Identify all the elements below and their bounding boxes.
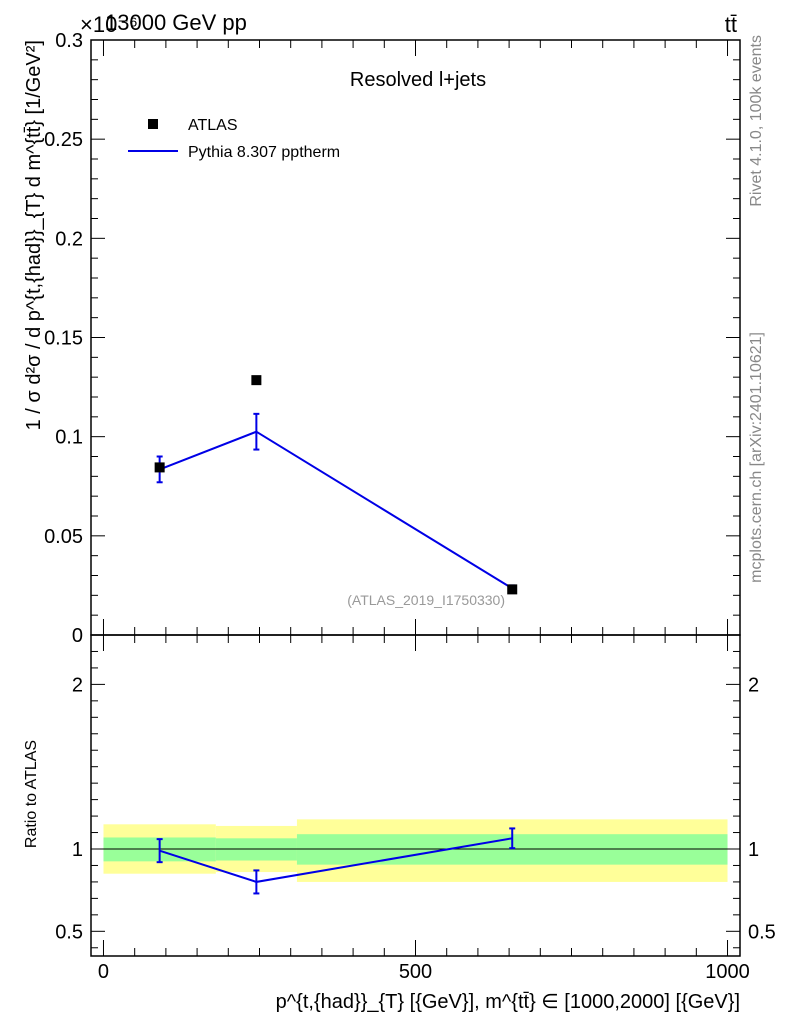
ratio-y-tick-label: 1 bbox=[72, 839, 83, 861]
ratio-y-axis-label: Ratio to ATLAS bbox=[23, 740, 40, 848]
atlas-data-point bbox=[251, 375, 262, 386]
ratio-y-tick-label-right: 1 bbox=[748, 839, 759, 861]
mcplots-label: mcplots.cern.ch [arXiv:2401.10621] bbox=[748, 332, 765, 583]
main-y-tick-label: 0.2 bbox=[55, 228, 83, 250]
ratio-frame bbox=[90, 634, 741, 957]
x-tick-label: 500 bbox=[399, 961, 432, 983]
ratio-y-tick-label: 0.5 bbox=[55, 921, 83, 943]
ratio-y-axis: 0.5 0.5 1 1 2 2 bbox=[55, 650, 776, 949]
ratio-panel: 0.5 0.5 1 1 2 2 0 500 1000 Ratio to ATLAS p^{t,… bbox=[23, 634, 776, 1013]
ratio-y-tick-label: 2 bbox=[72, 674, 83, 696]
main-panel: Resolved l+jets (ATLAS_2019_I1750330) 00… bbox=[23, 30, 741, 647]
legend-label-pythia: Pythia 8.307 pptherm bbox=[188, 144, 340, 161]
main-y-axis-label: 1 / σ d²σ / d p^{t,{had}}_{T} d m^{tt̄} … bbox=[23, 40, 45, 430]
ratio-bands bbox=[103, 819, 728, 882]
main-y-tick-label: 0.15 bbox=[44, 328, 83, 350]
x-tick-label: 1000 bbox=[705, 961, 750, 983]
ratio-y-tick-label-right: 2 bbox=[748, 674, 759, 696]
main-y-axis: 0 0.05 0.1 0.15 0.2 0.25 0.3 bbox=[44, 30, 740, 647]
x-axis-label: p^{t,{had}}_{T} [{GeV}], m^{tt̄} ∈ [1000… bbox=[276, 991, 740, 1013]
main-y-tick-label: 0.25 bbox=[44, 129, 83, 151]
atlas-data-point bbox=[507, 584, 518, 595]
ratio-x-axis: 0 500 1000 bbox=[98, 635, 750, 983]
main-y-tick-label: 0 bbox=[72, 625, 83, 647]
exponent-label: ×10⁻⁶ bbox=[80, 12, 138, 37]
main-y-tick-label: 0.1 bbox=[55, 427, 83, 449]
main-title: Resolved l+jets bbox=[350, 69, 486, 91]
legend-marker-atlas bbox=[148, 119, 158, 129]
process-label: tt̄ bbox=[725, 12, 737, 37]
atlas-data-point bbox=[154, 462, 165, 473]
rivet-label: Rivet 4.1.0, 100k events bbox=[748, 35, 765, 207]
energy-label: 13000 GeV pp bbox=[105, 10, 247, 35]
pythia-line bbox=[159, 430, 513, 590]
x-tick-label: 0 bbox=[98, 961, 109, 983]
ratio-y-tick-label-right: 0.5 bbox=[748, 921, 776, 943]
analysis-label: (ATLAS_2019_I1750330) bbox=[347, 592, 505, 608]
main-y-tick-label: 0.3 bbox=[55, 30, 83, 52]
main-x-ticks bbox=[102, 40, 729, 635]
legend: ATLAS Pythia 8.307 pptherm bbox=[128, 117, 340, 161]
ratio-data bbox=[156, 827, 516, 895]
legend-label-atlas: ATLAS bbox=[188, 117, 238, 134]
main-y-tick-label: 0.05 bbox=[44, 526, 83, 548]
main-data bbox=[154, 375, 518, 595]
